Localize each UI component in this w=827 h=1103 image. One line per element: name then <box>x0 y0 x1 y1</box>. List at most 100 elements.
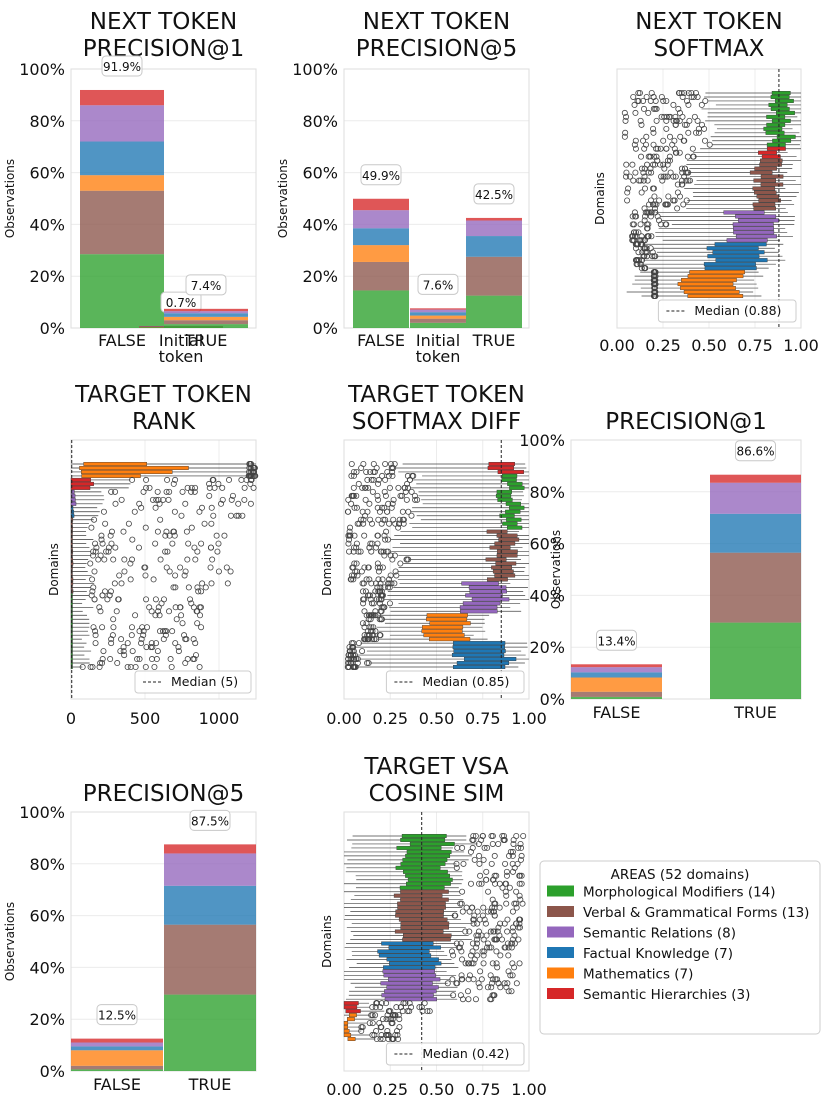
flier <box>491 992 498 999</box>
box <box>766 114 786 119</box>
flier <box>215 480 222 487</box>
flier <box>108 488 115 495</box>
flier <box>365 564 372 571</box>
box <box>81 473 141 478</box>
flier <box>359 1024 366 1031</box>
box <box>460 609 498 614</box>
flier <box>196 664 203 671</box>
box <box>752 186 776 191</box>
flier <box>188 484 195 491</box>
flier <box>251 472 258 479</box>
legend-frame <box>539 860 821 1035</box>
flier <box>177 564 184 571</box>
flier <box>226 476 233 483</box>
flier <box>640 105 647 112</box>
box <box>776 134 796 139</box>
flier <box>424 1008 431 1015</box>
box <box>459 605 498 610</box>
flier <box>143 596 150 603</box>
x-tick-label: 0.00 <box>599 336 635 355</box>
flier <box>208 520 215 527</box>
flier <box>489 832 496 839</box>
flier <box>95 556 102 563</box>
flier <box>386 520 393 527</box>
box <box>384 989 437 994</box>
flier <box>663 97 670 104</box>
flier <box>373 636 380 643</box>
flier <box>345 656 352 663</box>
flier <box>656 217 663 224</box>
box <box>766 122 786 127</box>
flier <box>348 572 355 579</box>
flier <box>475 840 482 847</box>
flier <box>399 1008 406 1015</box>
bar-segment <box>71 1046 163 1051</box>
box <box>456 661 510 666</box>
flier <box>380 516 387 523</box>
flier <box>169 540 176 547</box>
flier <box>99 540 106 547</box>
bar-segment <box>571 664 662 668</box>
flier <box>355 640 362 647</box>
flier <box>361 532 368 539</box>
box <box>429 637 471 642</box>
flier <box>368 548 375 555</box>
flier <box>154 528 161 535</box>
flier <box>488 860 495 867</box>
flier <box>644 225 651 232</box>
flier <box>378 1024 385 1031</box>
flier <box>651 285 658 292</box>
flier <box>406 1000 413 1007</box>
flier <box>345 532 352 539</box>
flier <box>87 664 94 671</box>
box <box>471 597 510 602</box>
flier <box>667 113 674 120</box>
flier <box>460 860 467 867</box>
flier <box>666 133 673 140</box>
flier <box>183 636 190 643</box>
flier <box>385 1036 392 1043</box>
box <box>763 126 783 131</box>
bar-segment <box>410 308 466 310</box>
flier <box>392 568 399 575</box>
flier <box>384 1028 391 1035</box>
flier <box>344 664 351 671</box>
flier <box>378 1032 385 1039</box>
flier <box>196 508 203 515</box>
x-tick-label: 0 <box>66 709 76 728</box>
y-axis-label: Domains <box>593 172 607 225</box>
flier <box>632 169 639 176</box>
flier <box>377 1004 384 1011</box>
flier <box>191 544 198 551</box>
flier <box>508 944 515 951</box>
flier <box>111 580 118 587</box>
flier <box>633 213 640 220</box>
flier <box>218 500 225 507</box>
legend-item-label: Mathematics (7) <box>583 967 693 983</box>
flier <box>384 468 391 475</box>
flier <box>369 1032 376 1039</box>
data-label-box <box>473 183 515 205</box>
flier <box>658 173 665 180</box>
flier <box>679 177 686 184</box>
flier <box>501 980 508 987</box>
flier <box>353 504 360 511</box>
box <box>489 545 511 550</box>
flier <box>90 552 97 559</box>
flier <box>484 944 491 951</box>
flier <box>209 476 216 483</box>
flier <box>129 536 136 543</box>
flier <box>379 564 386 571</box>
box <box>756 194 780 199</box>
flier <box>365 484 372 491</box>
flier <box>141 564 148 571</box>
flier <box>478 880 485 887</box>
flier <box>386 580 393 587</box>
flier <box>386 600 393 607</box>
flier <box>474 936 481 943</box>
flier <box>247 480 254 487</box>
flier <box>382 460 389 467</box>
box <box>766 146 786 151</box>
flier <box>157 556 164 563</box>
flier <box>370 632 377 639</box>
